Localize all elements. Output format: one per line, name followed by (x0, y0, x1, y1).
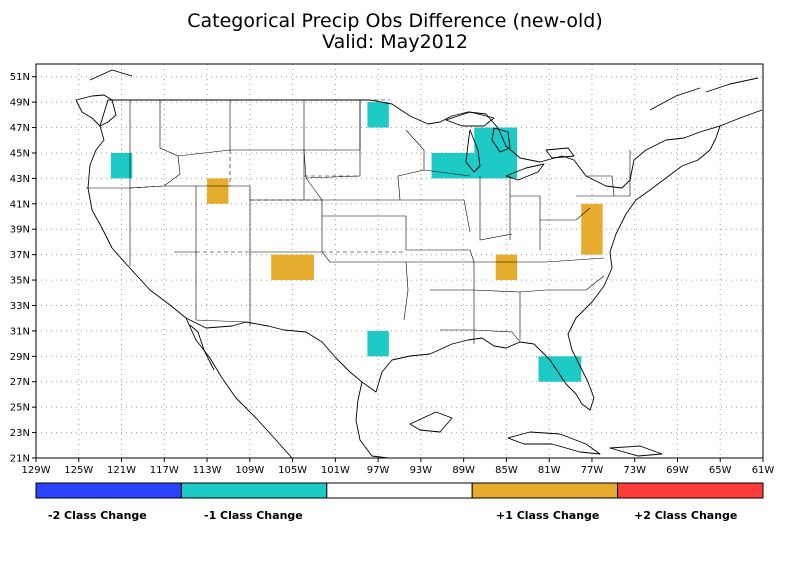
cuba (507, 431, 601, 455)
y-tick-label: 45N (10, 148, 30, 159)
x-tick-label: 97W (367, 465, 390, 476)
mexico-pacific-coast (185, 317, 293, 459)
y-tick-label: 41N (10, 199, 30, 210)
x-tick-label: 65W (709, 465, 732, 476)
difference-cell (367, 330, 389, 357)
map-frame (35, 63, 764, 459)
y-tick-label: 49N (10, 98, 30, 109)
canada-east-coast (649, 77, 763, 127)
legend-label: +2 Class Change (634, 509, 737, 522)
state-lines (86, 100, 631, 344)
us-boundaries (75, 69, 763, 459)
lake-ontario (545, 147, 575, 159)
legend-label: -1 Class Change (204, 509, 303, 522)
legend-swatch (35, 482, 182, 499)
x-tick-label: 93W (410, 465, 433, 476)
legend-swatch (617, 482, 764, 499)
conus-outline (87, 99, 721, 411)
y-tick-label: 51N (10, 72, 30, 83)
baja-coast (189, 324, 215, 371)
title-line-1: Categorical Precip Obs Difference (new-o… (187, 10, 602, 32)
y-tick-label: 25N (10, 403, 30, 414)
longitude-ticks: 129W 125W 121W 117W 113W 109W 105W 101W 97W 93W 89… (22, 458, 775, 476)
lake-erie (505, 163, 545, 181)
lat-lon-grid (36, 64, 763, 458)
y-tick-label: 23N (10, 428, 30, 439)
title-line-2: Valid: May2012 (322, 31, 468, 53)
x-tick-label: 113W (193, 465, 222, 476)
x-tick-label: 61W (752, 465, 775, 476)
difference-cell (495, 254, 518, 281)
y-tick-label: 43N (10, 174, 30, 185)
x-tick-label: 117W (150, 465, 179, 476)
y-tick-label: 39N (10, 225, 30, 236)
legend-swatch (180, 482, 328, 499)
x-tick-label: 125W (64, 465, 93, 476)
canada-coast (89, 69, 133, 81)
lake-michigan (465, 129, 481, 173)
x-tick-label: 77W (581, 465, 604, 476)
legend-swatch (326, 482, 473, 499)
difference-cell (367, 102, 389, 128)
state-lines-dashed (129, 99, 406, 253)
difference-cell (474, 127, 518, 179)
difference-cell (581, 203, 603, 255)
legend-label: -2 Class Change (48, 509, 147, 522)
x-tick-label: 81W (538, 465, 561, 476)
difference-cell (110, 152, 133, 179)
difference-cell (207, 178, 229, 204)
legend-label: +1 Class Change (496, 509, 599, 522)
canada-landmass (75, 94, 117, 127)
y-tick-label: 29N (10, 352, 30, 363)
y-tick-label: 21N (10, 454, 30, 465)
x-tick-label: 101W (321, 465, 350, 476)
lake-superior (445, 111, 495, 127)
y-tick-label: 35N (10, 276, 30, 287)
difference-cell (431, 152, 475, 179)
x-tick-label: 109W (235, 465, 264, 476)
lake-huron (491, 127, 511, 153)
x-tick-label: 105W (278, 465, 307, 476)
difference-cell (538, 356, 582, 382)
x-tick-label: 73W (623, 465, 646, 476)
mexico-gulf-coast (355, 381, 389, 459)
x-tick-label: 129W (22, 465, 51, 476)
difference-cells (110, 102, 603, 382)
hispaniola (609, 445, 663, 457)
difference-cell (271, 254, 314, 281)
x-tick-label: 89W (452, 465, 475, 476)
y-tick-label: 27N (10, 377, 30, 388)
legend: -2 Class Change -1 Class Change +1 Class C… (35, 482, 764, 522)
latitude-ticks: 21N 23N 25N 27N 29N 31N 33N 35N 37N 39N 41N 43N 45N 4… (10, 72, 36, 465)
y-tick-label: 47N (10, 123, 30, 134)
x-tick-label: 85W (495, 465, 518, 476)
x-tick-label: 121W (107, 465, 136, 476)
legend-swatch (471, 482, 619, 499)
y-tick-label: 33N (10, 301, 30, 312)
y-tick-label: 37N (10, 250, 30, 261)
y-tick-label: 31N (10, 326, 30, 337)
yucatan (409, 411, 453, 433)
x-tick-label: 69W (666, 465, 689, 476)
